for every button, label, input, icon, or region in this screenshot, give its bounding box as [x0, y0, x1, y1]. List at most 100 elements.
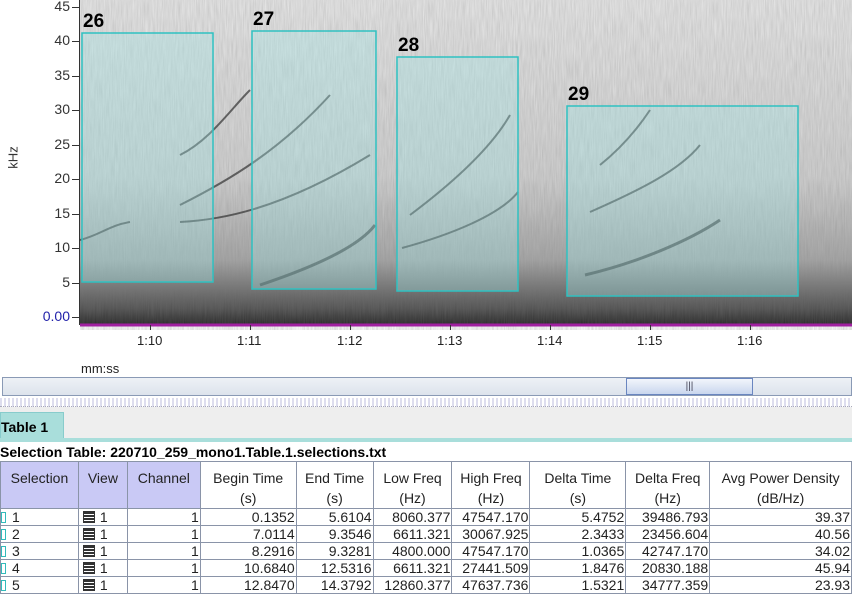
x-tick-mark — [650, 325, 651, 330]
column-header[interactable]: Low Freq (Hz) — [372, 461, 453, 509]
column-header-unit: (Hz) — [399, 490, 426, 506]
table-cell[interactable]: 42747.170 — [625, 542, 711, 560]
table-cell[interactable]: 1 — [126, 525, 201, 543]
column-header[interactable]: View — [77, 461, 128, 509]
selection-box-27[interactable] — [251, 30, 377, 290]
table-row[interactable]: 4 1 1 10.6840 12.5316 6611.321 27441.509 1.8476… — [0, 559, 852, 577]
table-cell[interactable]: 5.6104 — [295, 508, 374, 526]
table-cell[interactable]: 1.0365 — [529, 542, 627, 560]
table-cell[interactable]: 47547.170 — [451, 542, 531, 560]
x-tick-label: 1:11 — [237, 333, 262, 348]
table-cell[interactable]: 1 — [0, 508, 79, 526]
table-cell[interactable]: 34777.359 — [625, 576, 711, 594]
table-cell[interactable]: 34.02 — [709, 542, 852, 560]
spectrogram-image[interactable]: 26 27 28 29 — [80, 0, 852, 330]
table-cell[interactable]: 8060.377 — [372, 508, 453, 526]
table-cell[interactable]: 6611.321 — [372, 559, 453, 577]
y-tick-label: 30 — [54, 101, 70, 118]
table-row[interactable]: 5 1 1 12.8470 14.3792 12860.377 47637.736 1.532… — [0, 576, 852, 594]
table-cell[interactable]: 7.0114 — [199, 525, 297, 543]
table-cell[interactable]: 20830.188 — [625, 559, 711, 577]
x-tick-mark — [150, 325, 151, 330]
view-id: 1 — [99, 542, 108, 559]
x-tick-mark — [450, 325, 451, 330]
table-cell[interactable]: 45.94 — [709, 559, 852, 577]
table-cell[interactable]: 1 — [126, 576, 201, 594]
table-cell[interactable]: 1 — [77, 542, 128, 560]
column-header-label: Channel — [137, 470, 190, 486]
x-tick-label: 1:16 — [737, 333, 763, 348]
x-tick-mark — [550, 325, 551, 330]
column-header-unit: (Hz) — [477, 490, 505, 506]
column-header[interactable]: Delta Freq (Hz) — [625, 461, 711, 509]
table-cell[interactable]: 10.6840 — [199, 559, 297, 577]
table-cell[interactable]: 23456.604 — [625, 525, 711, 543]
spectrogram-view-icon — [82, 561, 95, 574]
column-header[interactable]: Channel — [126, 461, 201, 509]
table-cell[interactable]: 12.5316 — [295, 559, 374, 577]
table-cell[interactable]: 2 — [0, 525, 79, 543]
table-cell[interactable]: 14.3792 — [295, 576, 374, 594]
y-tick-mark — [72, 317, 80, 318]
table-cell[interactable]: 4 — [0, 559, 79, 577]
spectrogram-view-icon — [82, 510, 95, 523]
view-id: 1 — [99, 559, 108, 576]
spectrogram-panel[interactable]: kHz 45 40 35 30 25 20 15 10 5 0.00 26 27 28 29 — [0, 0, 852, 340]
selection-label: 29 — [568, 84, 589, 105]
column-header[interactable]: High Freq (Hz) — [451, 461, 531, 509]
table-cell[interactable]: 39.37 — [709, 508, 852, 526]
table-cell[interactable]: 27441.509 — [451, 559, 531, 577]
table-cell[interactable]: 1.8476 — [529, 559, 627, 577]
table-cell[interactable]: 40.56 — [709, 525, 852, 543]
column-header-label: View — [87, 470, 118, 486]
tab-table-1[interactable]: Table 1 — [0, 412, 64, 440]
selection-box-26[interactable] — [81, 32, 214, 283]
table-cell[interactable]: 6611.321 — [372, 525, 453, 543]
table-cell[interactable]: 1 — [77, 559, 128, 577]
column-header[interactable]: Delta Time (s) — [529, 461, 627, 509]
table-cell[interactable]: 8.2916 — [199, 542, 297, 560]
horizontal-scrollbar[interactable]: ||| — [2, 377, 852, 396]
split-pane-divider[interactable] — [0, 398, 852, 407]
table-cell[interactable]: 4800.000 — [372, 542, 453, 560]
column-header-unit: (dB/Hz) — [756, 490, 805, 506]
table-cell[interactable]: 12.8470 — [199, 576, 297, 594]
table-cell[interactable]: 5.4752 — [529, 508, 627, 526]
y-tick-mark — [72, 282, 80, 284]
selection-box-29[interactable] — [566, 105, 799, 297]
table-cell[interactable]: 23.93 — [709, 576, 852, 594]
table-cell[interactable]: 9.3546 — [295, 525, 374, 543]
column-header-unit: (Hz) — [654, 490, 681, 506]
table-cell[interactable]: 1 — [77, 508, 128, 526]
table-cell[interactable]: 2.3433 — [529, 525, 627, 543]
table-cell[interactable]: 1 — [126, 508, 201, 526]
table-cell[interactable]: 1 — [77, 576, 128, 594]
table-cell[interactable]: 1 — [126, 559, 201, 577]
table-cell[interactable]: 47547.170 — [451, 508, 531, 526]
table-cell[interactable]: 39486.793 — [625, 508, 711, 526]
table-row[interactable]: 3 1 1 8.2916 9.3281 4800.000 47547.170 1.0365 42… — [0, 542, 852, 560]
table-cell[interactable]: 47637.736 — [451, 576, 531, 594]
y-tick-label: 5 — [62, 273, 70, 290]
table-cell[interactable]: 1 — [126, 542, 201, 560]
column-header[interactable]: End Time (s) — [295, 461, 374, 509]
table-cell[interactable]: 1.5321 — [529, 576, 627, 594]
table-cell[interactable]: 5 — [0, 576, 79, 594]
table-cell[interactable]: 12860.377 — [372, 576, 453, 594]
column-header[interactable]: Begin Time (s) — [199, 461, 297, 509]
table-cell[interactable]: 3 — [0, 542, 79, 560]
table-cell[interactable]: 0.1352 — [199, 508, 297, 526]
x-tick-mark — [350, 325, 351, 330]
scrollbar-thumb[interactable]: ||| — [626, 378, 753, 395]
table-cell[interactable]: 9.3281 — [295, 542, 374, 560]
column-header-label: Selection — [10, 470, 69, 486]
selection-box-28[interactable] — [396, 56, 519, 292]
table-row[interactable]: 1 1 1 0.1352 5.6104 8060.377 47547.170 5.4752 39… — [0, 508, 852, 526]
table-row[interactable]: 2 1 1 7.0114 9.3546 6611.321 30067.925 2.3433 23… — [0, 525, 852, 543]
column-header[interactable]: Selection — [0, 461, 79, 509]
table-cell[interactable]: 30067.925 — [451, 525, 531, 543]
y-tick-label: 0.00 — [42, 308, 70, 324]
column-header-unit: (s) — [326, 490, 343, 506]
column-header[interactable]: Avg Power Density (dB/Hz) — [709, 461, 852, 509]
table-cell[interactable]: 1 — [77, 525, 128, 543]
